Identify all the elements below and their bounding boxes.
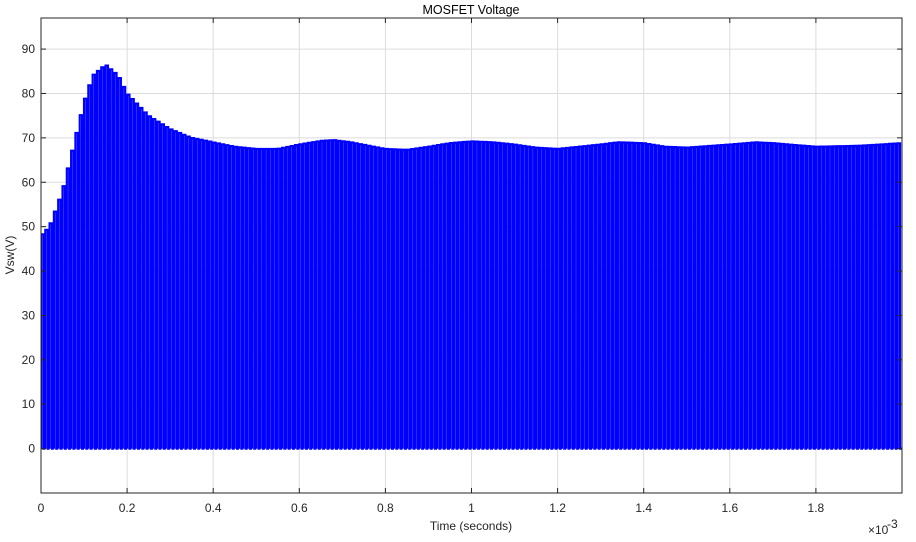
x-tick-label: 0 — [38, 501, 45, 515]
vsw-series-line — [41, 64, 902, 450]
x-axis-label: Time (seconds) — [430, 519, 512, 533]
y-tick-label: 10 — [22, 397, 36, 411]
x-tick-label: 1 — [468, 501, 475, 515]
x-tick-label: 0.6 — [291, 501, 308, 515]
y-tick-label: 80 — [22, 86, 36, 100]
x-tick-label: 1.2 — [549, 501, 566, 515]
series-group — [41, 64, 902, 450]
x-axis-multiplier-exponent: -3 — [887, 517, 898, 531]
y-axis-label: Vsw(V) — [3, 236, 17, 275]
y-tick-label: 70 — [22, 131, 36, 145]
y-tick-label: 30 — [22, 308, 36, 322]
x-tick-label: 0.4 — [205, 501, 222, 515]
chart-title: MOSFET Voltage — [422, 3, 519, 17]
y-tick-label: 90 — [22, 42, 36, 56]
axis-ticks: 0 0.2 0.4 0.6 0.8 1 1.2 1.4 1.6 1.8 0 10 20 30 40 50 60 7… — [22, 18, 902, 515]
y-tick-label: 0 — [28, 442, 35, 456]
x-tick-label: 0.8 — [377, 501, 394, 515]
x-tick-label: 1.8 — [808, 501, 825, 515]
x-axis-multiplier: ×10 — [868, 523, 889, 537]
y-tick-label: 40 — [22, 264, 36, 278]
y-tick-label: 60 — [22, 175, 36, 189]
y-tick-label: 20 — [22, 353, 36, 367]
y-tick-label: 50 — [22, 220, 36, 234]
x-tick-label: 1.4 — [635, 501, 652, 515]
x-tick-label: 1.6 — [721, 501, 738, 515]
x-tick-label: 0.2 — [119, 501, 136, 515]
